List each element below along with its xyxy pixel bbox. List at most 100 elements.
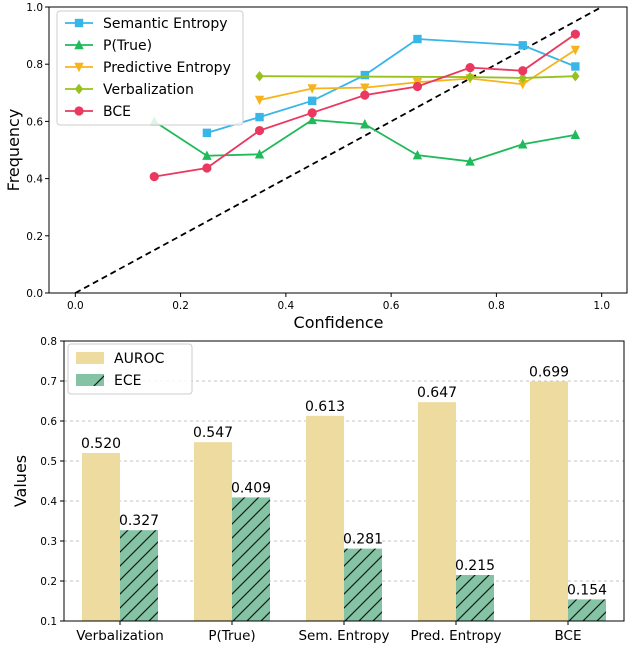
data-point [307,114,317,125]
x-tick-label: 0.8 [488,300,505,312]
data-point [518,41,527,50]
y-tick-label: 0.3 [40,536,57,548]
data-point [255,112,264,122]
plot-frame [48,6,628,294]
bar-group-verbalization: 0.520 0.327 [81,436,159,621]
bar-ece [568,599,606,621]
bar-value-label: 0.520 [81,436,121,452]
data-point [360,119,370,129]
x-axis-label: Confidence [294,313,384,332]
legend-marker [74,62,84,73]
data-point [307,84,317,94]
data-point [202,150,212,160]
bar-auroc [418,402,456,621]
bar-group-pred-entropy: 0.647 0.215 [417,385,495,621]
bar-group-sem-entropy: 0.613 0.281 [305,399,383,621]
x-tick-label: 0.0 [67,300,84,312]
legend: Semantic Entropy P(True) Predictive Entrop… [56,10,244,126]
x-tick-label: 0.6 [383,300,400,312]
data-point [255,71,264,82]
series-bce [149,29,580,182]
legend-item-predictive-entropy: Predictive Entropy [65,60,231,76]
x-tick-label: P(True) [208,628,255,644]
bar-ece [456,575,494,621]
legend-item-verbalization: Verbalization [65,82,194,98]
data-point [202,163,212,173]
bar-auroc [82,453,120,621]
legend-label: Predictive Entropy [103,60,231,76]
bar-value-label: 0.409 [231,480,271,496]
bar-ece [344,548,382,621]
data-point [571,71,580,82]
data-point [570,129,581,140]
data-point [413,34,422,44]
data-point [571,62,580,71]
data-point [412,81,423,92]
x-tick-label: Pred. Entropy [410,628,501,644]
bar-value-label: 0.613 [305,399,345,415]
data-point [518,80,528,90]
y-tick-label: 0.4 [40,496,57,508]
data-point [518,139,528,149]
legend-item-semantic-entropy: Semantic Entropy [65,16,228,32]
x-tick-label: 1.0 [593,300,610,312]
legend-label: Semantic Entropy [103,16,228,32]
legend-label: ECE [114,373,141,389]
y-tick-label: 0.5 [40,456,57,468]
bar-value-label: 0.215 [455,558,495,574]
x-tick-label: 0.2 [172,300,189,312]
y-axis-label: Frequency [4,109,23,192]
legend-item-auroc: AUROC [76,351,165,367]
y-tick-label: 0.6 [26,116,43,128]
legend-box [56,10,244,126]
data-point [518,66,528,76]
data-point [518,72,527,84]
data-point [570,45,581,56]
bar-ece [120,530,158,621]
data-point [202,128,212,138]
x-tick-label: Sem. Entropy [298,628,389,644]
y-tick-label: 0.6 [40,416,57,428]
data-point [570,29,580,39]
data-point [360,90,370,100]
y-tick-label: 0.7 [40,376,57,388]
y-tick-label: 0.8 [26,59,43,71]
data-point [465,156,475,166]
legend-item-ece: ECE [76,373,141,389]
y-tick-label: 0.4 [26,174,43,186]
bar-value-label: 0.647 [417,385,457,401]
bar-auroc [306,415,344,621]
y-tick-label: 0.8 [40,336,57,348]
y-tick-label: 0.2 [40,576,57,588]
y-tick-label: 0.0 [26,288,43,300]
data-point [360,83,370,93]
legend-item-p-true: P(True) [65,38,152,54]
bar-group-bce: 0.699 0.154 [529,364,607,621]
y-tick-label: 0.2 [26,231,43,243]
data-point [360,70,370,80]
bar-group-p-true: 0.547 0.409 [193,425,271,621]
legend-label: Verbalization [103,82,194,98]
bar-ece [232,497,270,621]
x-tick-label: 0.4 [278,300,295,312]
y-tick-label: 0.1 [40,616,57,628]
bar-auroc [194,442,232,621]
legend-label: BCE [103,104,131,120]
legend-marker [74,39,84,50]
legend-label: AUROC [114,351,165,367]
y-tick-label: 1.0 [26,2,43,14]
data-point [254,149,265,159]
bar-value-label: 0.154 [567,582,607,598]
legend-marker [74,83,84,95]
y-axis-label: Values [11,455,30,507]
data-point [149,171,159,182]
legend: AUROC ECE [67,343,193,395]
data-point [307,96,317,106]
bar-auroc [530,381,568,621]
auroc-ece-bar-chart: 0.520 0.327 0.547 0.409 0.613 0.281 0.647 0.215… [11,336,625,644]
legend-label: P(True) [103,38,152,54]
series-verbalization [255,71,580,84]
series-line [259,75,576,79]
x-tick-label: BCE [555,628,582,644]
bar-value-label: 0.281 [343,532,383,548]
